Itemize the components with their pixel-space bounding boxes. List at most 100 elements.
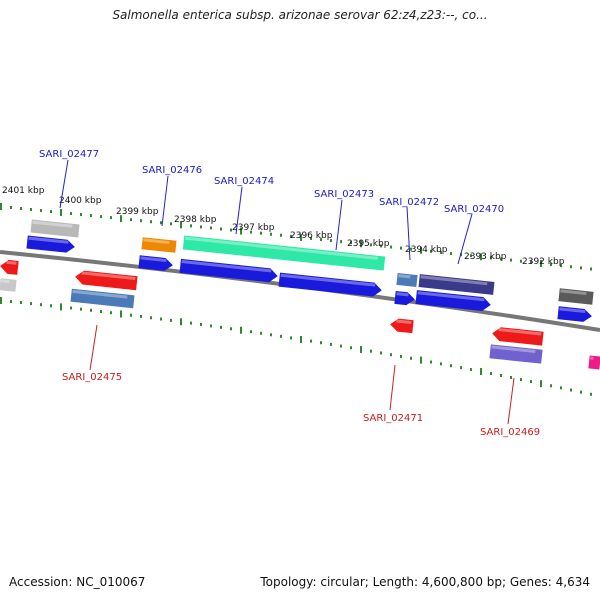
gene-sari-02477[interactable] [30, 219, 80, 238]
major-tick [420, 356, 422, 364]
minor-tick [160, 317, 162, 321]
gene-sari-02476[interactable] [141, 237, 177, 253]
minor-tick [430, 360, 432, 364]
gene-label-sari-02472[interactable]: SARI_02472 [379, 197, 439, 208]
gene-feature[interactable] [0, 278, 17, 292]
minor-tick [20, 207, 22, 211]
gene-highlight [1, 279, 10, 284]
major-tick [120, 215, 122, 223]
gene-feature[interactable] [415, 290, 491, 312]
gene-label-sari-02473[interactable]: SARI_02473 [314, 189, 374, 200]
minor-tick [320, 238, 322, 242]
leader-line [59, 159, 69, 209]
gene-label-sari-02476[interactable]: SARI_02476 [142, 165, 202, 176]
gene-sari-02469[interactable] [489, 344, 543, 364]
leader-line [389, 364, 396, 411]
minor-tick [570, 265, 572, 269]
map-title: Salmonella enterica subsp. arizonae sero… [112, 8, 488, 22]
gene-sari-02474[interactable] [179, 258, 279, 283]
gene-feature[interactable] [0, 259, 19, 275]
tick-labels: 2401 kbp 2400 kbp 2399 kbp 2398 kbp 2397… [2, 186, 565, 267]
major-tick [540, 259, 542, 267]
minor-tick [230, 327, 232, 331]
leader-line [235, 186, 243, 235]
minor-tick [20, 301, 22, 305]
gene-feature[interactable] [394, 290, 415, 306]
minor-tick [70, 306, 72, 310]
minor-tick [40, 209, 42, 213]
major-tick [540, 380, 542, 388]
minor-tick [400, 246, 402, 250]
minor-tick [270, 333, 272, 337]
gene-labels[interactable]: SARI_02477 SARI_02476 SARI_02474 SARI_02… [39, 149, 540, 438]
major-tick [120, 310, 122, 318]
minor-tick [470, 254, 472, 258]
gene-label-sari-02475[interactable]: SARI_02475 [62, 372, 122, 383]
minor-tick [140, 219, 142, 223]
minor-tick [190, 224, 192, 228]
minor-tick [90, 308, 92, 312]
gene-feature[interactable] [74, 270, 138, 291]
gene-label-sari-02470[interactable]: SARI_02470 [444, 204, 504, 215]
minor-tick [10, 300, 12, 304]
minor-tick [380, 244, 382, 248]
gene-label-sari-02471[interactable]: SARI_02471 [363, 413, 423, 424]
gene-highlight [140, 256, 167, 263]
gene-feature[interactable] [588, 355, 600, 370]
gene-sari-02470[interactable] [418, 274, 495, 295]
minor-tick [80, 307, 82, 311]
accession-text: Accession: NC_010067 [9, 575, 146, 589]
minor-tick [110, 311, 112, 315]
minor-tick [520, 259, 522, 263]
gene-highlight [420, 275, 488, 286]
minor-tick [230, 228, 232, 232]
gene-highlight [28, 236, 69, 244]
major-tick [180, 318, 182, 326]
tick-label: 2396 kbp [290, 231, 333, 241]
gene-highlight [6, 260, 17, 265]
gene-highlight [81, 271, 136, 281]
minor-tick [450, 252, 452, 256]
minor-tick [530, 260, 532, 264]
minor-tick [200, 323, 202, 326]
gene-feature[interactable] [138, 255, 173, 271]
gene-label-sari-02474[interactable]: SARI_02474 [214, 176, 274, 187]
gene-feature[interactable] [26, 235, 75, 254]
minor-tick [570, 388, 572, 392]
minor-tick [410, 356, 412, 360]
gene-sari-02472[interactable] [396, 272, 418, 288]
minor-tick [430, 249, 432, 253]
gene-highlight [184, 236, 379, 260]
minor-tick [140, 314, 142, 318]
minor-tick [150, 316, 152, 320]
gene-highlight [398, 274, 411, 279]
gene-feature[interactable] [278, 272, 383, 298]
major-tick [180, 221, 182, 229]
minor-tick [500, 257, 502, 261]
minor-tick [130, 218, 132, 222]
minor-tick [220, 325, 222, 329]
minor-tick [50, 304, 52, 308]
minor-tick [290, 234, 292, 238]
minor-tick [40, 303, 42, 307]
gene-feature[interactable] [558, 288, 594, 305]
gene-label-sari-02477[interactable]: SARI_02477 [39, 149, 99, 160]
gene-features[interactable] [0, 219, 600, 370]
gene-feature[interactable] [557, 306, 592, 322]
gene-highlight [590, 356, 594, 360]
minor-tick [100, 215, 102, 219]
minor-tick [340, 344, 342, 348]
tick-label: 2393 kbp [464, 252, 507, 262]
minor-tick [30, 302, 32, 306]
major-tick [0, 203, 2, 210]
major-tick [60, 209, 62, 217]
minor-tick [500, 374, 502, 377]
leader-line [161, 175, 169, 227]
gene-sari-02475[interactable] [70, 288, 135, 309]
gene-sari-02473[interactable] [182, 235, 386, 271]
gene-sari-02471[interactable] [389, 318, 414, 334]
tick-label: 2399 kbp [116, 207, 159, 217]
gene-label-sari-02469[interactable]: SARI_02469 [480, 427, 540, 438]
gene-feature[interactable] [491, 326, 544, 346]
